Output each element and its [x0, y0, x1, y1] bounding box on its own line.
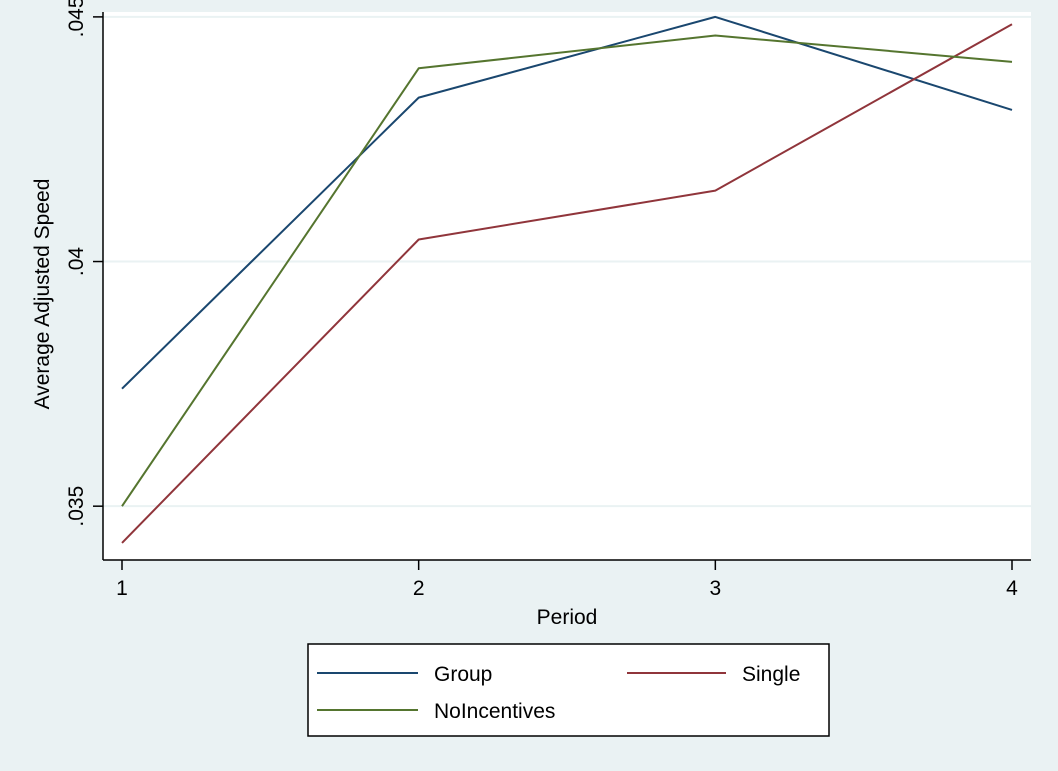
legend-label-group: Group: [434, 663, 492, 686]
x-tick-label: 4: [1006, 577, 1018, 600]
y-tick-label: .035: [65, 486, 88, 527]
series-line-single: [121, 23, 1013, 544]
legend-box: [307, 643, 830, 737]
x-tick-label: 1: [116, 577, 128, 600]
legend: Group Single NoIncentives: [307, 643, 830, 737]
gridlines: [103, 15, 1031, 508]
x-tick-label: 2: [413, 577, 425, 600]
x-axis: 1 2 3 4: [116, 560, 1018, 600]
y-axis: .035 .04 .045: [65, 0, 103, 527]
legend-label-noincentives: NoIncentives: [434, 700, 555, 723]
y-tick-label: .045: [65, 0, 88, 37]
legend-label-single: Single: [742, 663, 800, 686]
x-tick-label: 3: [709, 577, 721, 600]
series-line-noincentives: [121, 34, 1013, 507]
plot-area: [103, 12, 1031, 560]
y-axis-title: Average Adjusted Speed: [31, 179, 54, 410]
series-lines: [121, 15, 1013, 544]
x-axis-title: Period: [537, 606, 598, 629]
y-tick-label: .04: [65, 247, 88, 277]
series-line-group: [121, 15, 1013, 390]
